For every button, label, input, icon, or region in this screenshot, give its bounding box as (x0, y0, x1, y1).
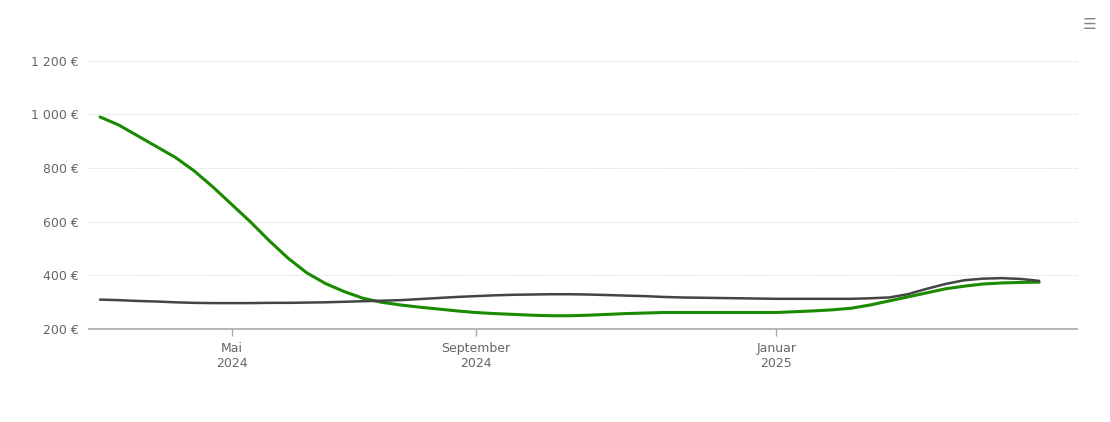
Text: ☰: ☰ (1083, 17, 1097, 32)
